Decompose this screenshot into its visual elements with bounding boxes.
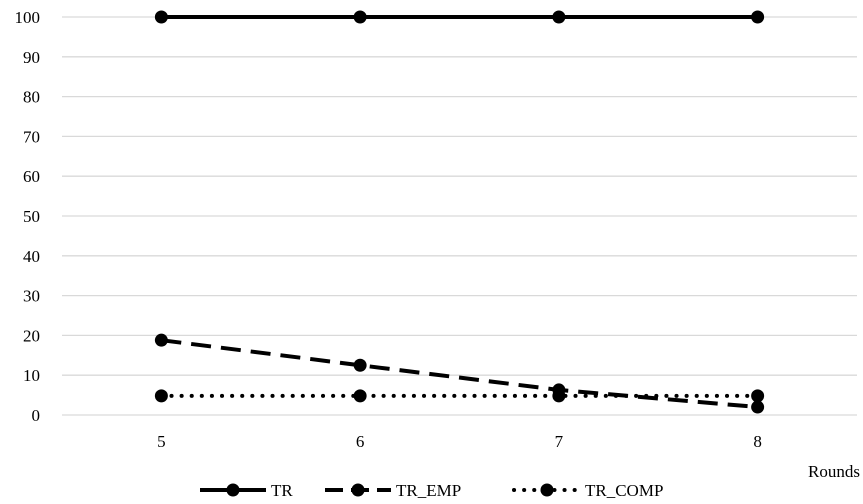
legend: TR TR_EMP TR_COMP (200, 481, 663, 500)
legend-item: TR_EMP (325, 481, 461, 500)
y-tick-label: 100 (15, 8, 41, 27)
data-point (751, 389, 765, 403)
y-tick-label: 40 (23, 247, 40, 266)
legend-label: TR (271, 481, 293, 500)
series-tr (154, 10, 765, 24)
data-point (552, 389, 566, 403)
data-point (353, 389, 367, 403)
data-point (353, 358, 367, 372)
data-point (154, 333, 168, 347)
y-tick-label: 0 (32, 406, 41, 425)
y-axis-ticks: 0 10 20 30 40 50 60 70 80 90 100 (15, 8, 41, 425)
y-tick-label: 20 (23, 326, 40, 345)
legend-label: TR_EMP (396, 481, 461, 500)
y-tick-label: 10 (23, 366, 40, 385)
legend-marker (226, 483, 240, 497)
y-tick-label: 80 (23, 88, 40, 107)
series-line (161, 338, 758, 410)
y-tick-label: 70 (23, 127, 40, 146)
series-tr-comp (154, 389, 765, 403)
x-tick-label: 7 (555, 432, 564, 451)
data-point (552, 10, 566, 24)
legend-item: TR_COMP (512, 481, 663, 500)
x-tick-label: 8 (753, 432, 762, 451)
data-point (353, 10, 367, 24)
y-tick-label: 90 (23, 48, 40, 67)
series-tr-emp (154, 333, 765, 414)
x-axis-title: Rounds (808, 462, 860, 481)
legend-marker (351, 483, 365, 497)
y-tick-label: 50 (23, 207, 40, 226)
y-tick-label: 30 (23, 287, 40, 306)
x-axis-ticks: 5 6 7 8 (157, 432, 762, 451)
legend-item: TR (200, 481, 293, 500)
y-tick-label: 60 (23, 167, 40, 186)
data-point (154, 10, 168, 24)
legend-marker (540, 483, 554, 497)
series-group (154, 10, 765, 414)
x-tick-label: 6 (356, 432, 365, 451)
legend-label: TR_COMP (585, 481, 663, 500)
data-point (154, 389, 168, 403)
data-point (751, 400, 765, 414)
x-tick-label: 5 (157, 432, 166, 451)
data-point (751, 10, 765, 24)
gridlines (62, 16, 857, 416)
